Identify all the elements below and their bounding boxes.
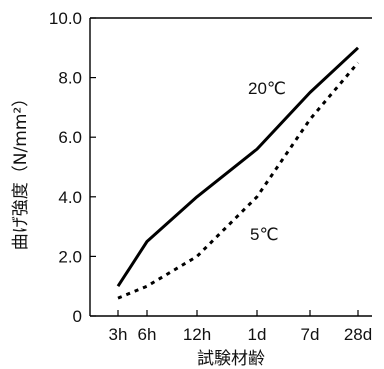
series-label: 20℃: [248, 79, 286, 98]
x-tick-label: 12h: [183, 325, 211, 344]
series-label: 5℃: [250, 225, 279, 244]
series-line-5c: [117, 61, 360, 300]
series-layer: [116, 46, 360, 300]
y-tick-label: 0: [73, 307, 82, 326]
y-axis-title: 曲げ強度（N/mm²）: [11, 90, 31, 250]
x-tick-label: 28d: [344, 325, 372, 344]
series-line-20c: [116, 46, 360, 288]
y-tick-label: 2.0: [58, 247, 82, 266]
y-tick-label: 4.0: [58, 188, 82, 207]
x-tick-label: 1d: [248, 325, 267, 344]
axes: 0 2.0 4.0 6.0 8.0 10.0 3h 6h 12h 1d 7d 28d: [49, 9, 372, 344]
y-tick-label: 6.0: [58, 128, 82, 147]
x-tick-label: 3h: [109, 325, 128, 344]
x-axis-title: 試験材齢: [197, 349, 265, 369]
y-tick-label: 10.0: [49, 9, 82, 28]
labels-layer: 試験材齢 曲げ強度（N/mm²） 20℃ 5℃: [11, 79, 286, 369]
y-tick-label: 8.0: [58, 69, 82, 88]
x-tick-label: 6h: [138, 325, 157, 344]
x-tick-label: 7d: [301, 325, 320, 344]
